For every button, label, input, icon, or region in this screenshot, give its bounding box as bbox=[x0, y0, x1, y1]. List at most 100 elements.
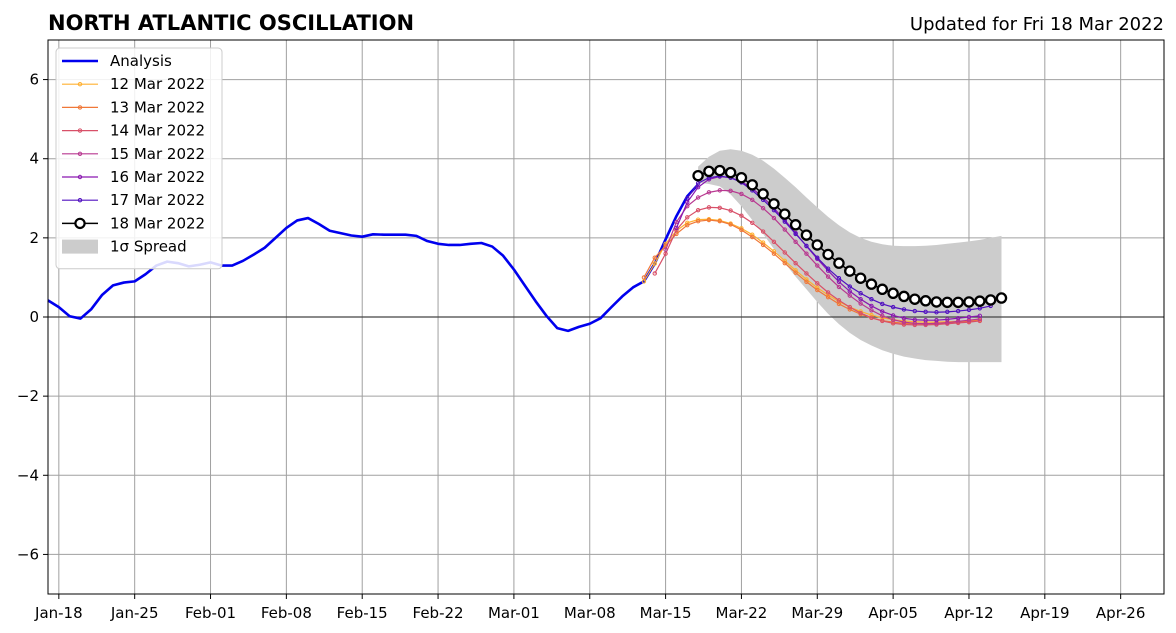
forecast-point bbox=[825, 274, 831, 279]
forecast-point bbox=[869, 312, 874, 318]
forecast-point bbox=[714, 164, 726, 177]
legend-item: 13 Mar 2022 bbox=[62, 98, 205, 116]
forecast-point bbox=[919, 295, 932, 307]
forecast-point bbox=[750, 197, 755, 203]
x-tick-label: Feb-01 bbox=[185, 604, 236, 622]
legend-marker bbox=[74, 217, 86, 230]
forecast-point bbox=[901, 307, 907, 312]
legend-label: 13 Mar 2022 bbox=[110, 98, 205, 116]
forecast-point bbox=[674, 227, 679, 233]
forecast-point bbox=[695, 219, 701, 224]
forecast-point bbox=[728, 222, 733, 227]
forecast-point bbox=[757, 188, 769, 200]
forecast-point bbox=[685, 222, 690, 228]
legend-item: 16 Mar 2022 bbox=[62, 168, 205, 186]
forecast-point bbox=[977, 313, 983, 319]
forecast-point bbox=[641, 275, 647, 280]
forecast-point bbox=[739, 213, 744, 218]
forecast-point bbox=[880, 309, 885, 314]
x-tick-label: Feb-15 bbox=[337, 604, 388, 622]
forecast-point bbox=[869, 296, 874, 302]
forecast-point bbox=[858, 296, 863, 302]
forecast-point bbox=[793, 231, 798, 237]
forecast-point bbox=[663, 247, 668, 252]
y-tick-label: 0 bbox=[29, 308, 39, 326]
forecast-point bbox=[847, 293, 852, 298]
forecast-series bbox=[692, 164, 1008, 309]
forecast-point bbox=[934, 317, 939, 323]
forecast-point bbox=[793, 260, 798, 266]
legend-item: 1σ Spread bbox=[62, 238, 187, 256]
forecast-point bbox=[815, 255, 820, 260]
legend-item: 12 Mar 2022 bbox=[62, 75, 205, 93]
forecast-point bbox=[685, 220, 690, 226]
forecast-point bbox=[652, 261, 657, 266]
forecast-point bbox=[739, 191, 744, 197]
forecast-point bbox=[793, 270, 798, 275]
forecast-point bbox=[815, 263, 820, 268]
y-tick-label: −6 bbox=[17, 545, 39, 563]
forecast-point bbox=[952, 296, 964, 309]
forecast-point bbox=[789, 219, 802, 231]
forecast-point bbox=[739, 227, 744, 233]
forecast-point bbox=[898, 290, 910, 303]
legend-item: 17 Mar 2022 bbox=[62, 191, 205, 209]
forecast-point bbox=[695, 185, 701, 190]
forecast-point bbox=[793, 239, 798, 245]
forecast-point bbox=[728, 208, 733, 213]
forecast-point bbox=[869, 315, 874, 320]
forecast-point bbox=[685, 215, 690, 220]
forecast-point bbox=[760, 229, 766, 234]
forecast-point bbox=[706, 190, 712, 195]
legend-marker bbox=[77, 128, 83, 133]
forecast-point bbox=[771, 239, 777, 245]
forecast-point bbox=[912, 308, 917, 314]
forecast-point bbox=[782, 219, 787, 224]
chart-title: NORTH ATLANTIC OSCILLATION bbox=[48, 11, 414, 35]
forecast-point bbox=[847, 289, 852, 294]
legend-marker bbox=[77, 198, 83, 203]
forecast-point bbox=[674, 225, 679, 231]
forecast-point bbox=[703, 165, 715, 178]
forecast-point bbox=[890, 317, 896, 322]
forecast-point bbox=[728, 188, 733, 193]
forecast-point bbox=[890, 313, 896, 318]
forecast-point bbox=[652, 271, 657, 276]
forecast-point bbox=[735, 171, 748, 184]
forecast-point bbox=[825, 295, 831, 300]
forecast-point bbox=[695, 195, 701, 200]
forecast-point bbox=[880, 313, 885, 319]
forecast-point bbox=[760, 242, 766, 248]
forecast-point bbox=[825, 290, 831, 295]
forecast-point bbox=[692, 169, 704, 182]
forecast-point bbox=[836, 276, 842, 281]
forecast-point bbox=[858, 291, 863, 296]
forecast-point bbox=[880, 301, 885, 307]
legend-label: 14 Mar 2022 bbox=[110, 122, 205, 140]
legend-label: 18 Mar 2022 bbox=[110, 214, 205, 232]
legend-label: 1σ Spread bbox=[110, 238, 187, 256]
x-tick-label: Jan-18 bbox=[34, 604, 83, 622]
forecast-point bbox=[945, 317, 950, 322]
forecast-point bbox=[844, 265, 856, 277]
legend-label: 12 Mar 2022 bbox=[110, 75, 205, 93]
x-tick-label: Mar-22 bbox=[716, 604, 768, 622]
x-tick-label: Feb-22 bbox=[413, 604, 464, 622]
forecast-point bbox=[941, 296, 954, 309]
forecast-point bbox=[771, 251, 777, 256]
forecast-point bbox=[836, 284, 842, 290]
forecast-point bbox=[663, 251, 668, 256]
forecast-point bbox=[869, 303, 874, 309]
forecast-point bbox=[717, 188, 722, 193]
x-tick-label: Mar-08 bbox=[564, 604, 616, 622]
forecast-point bbox=[674, 219, 679, 225]
forecast-point bbox=[804, 251, 809, 256]
forecast-point bbox=[923, 317, 928, 323]
forecast-point bbox=[945, 309, 950, 315]
legend-label: 17 Mar 2022 bbox=[110, 191, 205, 209]
legend-box bbox=[55, 47, 223, 270]
forecast-point bbox=[984, 294, 997, 306]
forecast-point bbox=[815, 287, 820, 293]
forecast-point bbox=[887, 287, 899, 300]
legend-label: 15 Mar 2022 bbox=[110, 145, 205, 163]
